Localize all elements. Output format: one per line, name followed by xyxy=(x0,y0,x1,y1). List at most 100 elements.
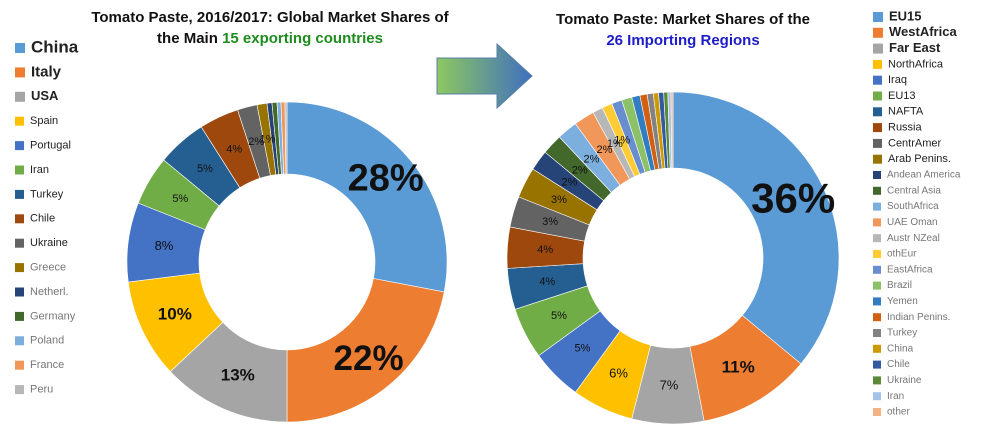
arrow xyxy=(436,42,533,110)
legend-swatch xyxy=(873,43,883,54)
legend-label: CentrAmer xyxy=(888,137,942,149)
chart-title: Tomato Paste: Market Shares of the xyxy=(556,11,810,28)
chart-title: 26 Importing Regions xyxy=(606,32,759,49)
data-label: 3% xyxy=(551,194,567,206)
legend-swatch xyxy=(873,75,882,85)
legend-label: China xyxy=(31,37,79,56)
legend-label: Netherl. xyxy=(30,286,69,298)
legend-swatch xyxy=(15,214,24,224)
data-label: 8% xyxy=(155,238,174,253)
legend-label: Chile xyxy=(30,213,55,225)
chart-title-highlight: 26 Importing Regions xyxy=(606,32,759,49)
legend-label: Andean America xyxy=(887,170,961,181)
legend-swatch xyxy=(15,311,24,321)
legend-label: Iran xyxy=(30,164,49,176)
legend-label: Central Asia xyxy=(887,185,941,196)
legend-swatch xyxy=(873,250,881,258)
legend-swatch xyxy=(15,189,24,199)
chart-title-part: the Main xyxy=(157,30,218,47)
legend-label: EU13 xyxy=(888,90,916,102)
legend-swatch xyxy=(873,12,883,22)
data-label: 2% xyxy=(572,164,588,176)
data-label: 28% xyxy=(348,157,424,199)
legend-swatch xyxy=(873,171,881,179)
legend-swatch xyxy=(873,234,881,243)
data-label: 5% xyxy=(551,310,567,322)
legend-label: Indian Penins. xyxy=(887,312,950,323)
legend-swatch xyxy=(873,123,882,133)
legend-swatch xyxy=(873,59,882,69)
legend-swatch xyxy=(873,297,881,306)
data-label: 5% xyxy=(172,193,188,205)
legend-label: China xyxy=(887,343,914,354)
legend-swatch xyxy=(873,27,883,38)
legend-swatch xyxy=(873,186,881,195)
donut-slice xyxy=(670,91,674,169)
legend-label: NAFTA xyxy=(888,106,924,118)
legend-label: Turkey xyxy=(887,328,917,339)
data-label: 6% xyxy=(609,365,628,380)
legend-swatch xyxy=(873,154,882,164)
legend-label: WestAfrica xyxy=(889,24,957,39)
donut-slice xyxy=(672,91,840,365)
chart-title-highlight: 15 exporting countries xyxy=(222,30,383,47)
data-label: 13% xyxy=(221,365,255,384)
data-label: 10% xyxy=(158,304,192,323)
legend-label: France xyxy=(30,359,64,371)
data-label: 5% xyxy=(197,163,213,175)
legend-label: Peru xyxy=(30,384,53,396)
data-label: 11% xyxy=(722,358,755,377)
legend-label: other xyxy=(887,407,910,418)
legend-label: Iraq xyxy=(888,74,907,86)
data-label: 4% xyxy=(537,244,553,256)
legend-swatch xyxy=(873,281,881,290)
legend-swatch xyxy=(873,329,881,337)
legend-swatch xyxy=(873,91,882,101)
legend-label: EU15 xyxy=(889,8,922,23)
legend-swatch xyxy=(873,360,881,369)
legend-swatch xyxy=(873,376,881,385)
legend-label: Chile xyxy=(887,359,910,370)
data-label: 1% xyxy=(614,134,630,146)
legend-label: Yemen xyxy=(887,296,918,307)
chart-title: the Main 15 exporting countries xyxy=(157,30,383,47)
legend-swatch xyxy=(15,141,24,151)
legend-label: Iran xyxy=(887,391,904,402)
donut-slice xyxy=(286,278,445,423)
data-label: 5% xyxy=(575,342,591,354)
data-label: 36% xyxy=(751,175,835,222)
legend-label: Far East xyxy=(889,40,941,55)
legend-swatch xyxy=(15,336,24,346)
legend-label: Brazil xyxy=(887,280,912,291)
data-label: 3% xyxy=(542,216,558,228)
legend-label: Ukraine xyxy=(887,375,922,386)
legend-label: Italy xyxy=(31,63,62,80)
legend-swatch xyxy=(15,263,24,273)
legend-label: Poland xyxy=(30,335,64,347)
data-label: 1% xyxy=(260,133,276,145)
legend-label: Russia xyxy=(888,122,923,134)
data-label: 2% xyxy=(583,153,599,165)
data-label: 7% xyxy=(660,377,679,392)
legend-swatch xyxy=(15,287,24,297)
legend-swatch xyxy=(15,360,24,370)
legend-swatch xyxy=(15,91,25,102)
legend-swatch xyxy=(873,218,881,227)
legend-label: Ukraine xyxy=(30,237,68,249)
legend-label: Turkey xyxy=(30,188,64,200)
chart-title: Tomato Paste, 2016/2017: Global Market S… xyxy=(91,9,449,26)
legend-swatch xyxy=(15,385,24,395)
legend-swatch xyxy=(15,43,25,53)
legend-label: UAE Oman xyxy=(887,217,938,228)
data-label: 4% xyxy=(539,276,555,288)
legend-label: USA xyxy=(31,88,59,103)
data-label: 2% xyxy=(596,144,612,156)
legend-label: othEur xyxy=(887,249,917,260)
donut-slice xyxy=(284,101,288,175)
data-label: 22% xyxy=(334,339,404,378)
legend-label: Austr NZeal xyxy=(887,233,940,244)
data-label: 4% xyxy=(226,144,242,156)
legend-swatch xyxy=(873,313,881,322)
legend-label: Portugal xyxy=(30,140,71,152)
